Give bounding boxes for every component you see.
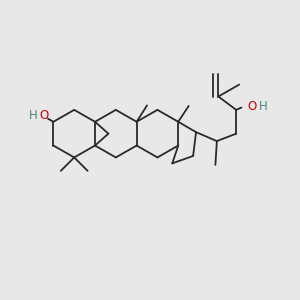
Text: H: H — [29, 109, 38, 122]
Text: O: O — [248, 100, 257, 113]
Text: O: O — [39, 109, 49, 122]
Text: H: H — [259, 100, 267, 113]
